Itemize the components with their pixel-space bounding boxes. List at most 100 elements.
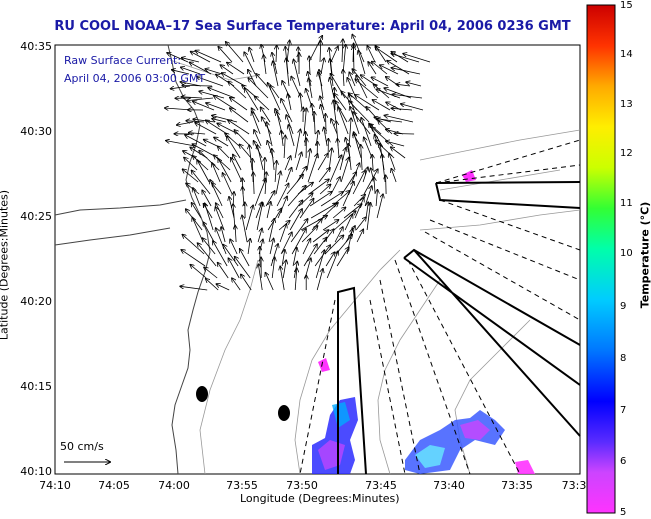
current-vector [276,184,289,207]
current-vector [307,154,318,183]
current-vector [356,229,363,243]
current-vector [361,145,362,171]
current-vector [316,269,323,291]
current-vector [171,85,191,89]
current-vector [355,79,379,99]
current-vector [288,200,302,219]
current-vector [391,68,421,75]
current-vector [313,238,327,255]
current-vector [223,173,233,195]
current-vector [294,129,300,159]
current-vector [172,70,190,75]
current-vector [244,52,256,75]
xtick-label: 73:50 [286,479,318,492]
current-vector [320,192,343,207]
current-vector [310,203,336,219]
current-vector [320,41,321,63]
current-vector [272,149,274,171]
current-vector [286,58,290,87]
current-vector [375,47,398,63]
current-vector [214,137,229,147]
colorbar-tick: 9 [620,301,627,312]
colorbar-tick: 7 [620,405,627,416]
radar-wedges [299,139,581,475]
current-vector [354,132,362,159]
current-vector [317,154,328,171]
current-vector [275,161,277,183]
current-vector [308,179,329,195]
current-vector [334,94,347,111]
current-vector [181,250,206,267]
colorbar-tick: 8 [620,353,627,364]
current-vector [268,83,281,111]
current-vector [221,227,226,243]
current-vector [361,118,372,147]
current-vector [394,134,415,135]
current-vector [182,235,205,255]
current-vector [287,186,306,207]
current-vector [227,63,245,75]
current-vector [282,260,286,279]
current-vectors [165,35,431,291]
colorbar-tick: 6 [620,456,627,467]
ytick-label: 40:20 [20,295,52,308]
current-vector [223,245,239,267]
current-vector [358,51,366,75]
current-vector [266,202,271,219]
current-vector [322,220,338,231]
sst-patches [312,170,535,474]
current-vector [344,214,352,231]
current-vector [202,190,212,207]
current-vector [304,108,306,135]
current-vector [292,248,297,267]
current-vector [212,163,221,183]
current-vector [315,250,324,279]
current-vector [180,286,208,291]
current-vector [205,69,223,75]
current-vector [166,141,196,147]
current-vector [284,136,285,159]
current-vector [182,58,200,63]
current-vector [212,183,222,195]
current-vector [248,78,269,99]
current-vector [270,86,280,99]
xtick-label: 73:55 [226,479,258,492]
current-vector [257,145,264,171]
current-vector [235,226,236,243]
current-vector [187,97,214,101]
x-axis-label: Longitude (Degrees:Minutes) [240,492,400,505]
current-vector [309,192,332,207]
colorbar-tick: 15 [620,0,633,11]
current-vector [342,39,343,63]
current-vector [277,196,287,219]
map-title: RU COOL NOAA–17 Sea Surface Temperature:… [54,19,571,34]
current-vector [309,78,313,99]
xtick-label: 74:05 [98,479,130,492]
current-vector [319,184,331,195]
current-vector [285,168,292,183]
current-vector [228,258,240,279]
ytick-label: 40:25 [20,210,52,223]
current-vector [242,215,248,243]
current-vector [392,94,423,99]
current-vector [240,249,250,267]
xtick-label: 74:10 [39,479,71,492]
colorbar-tick: 12 [620,148,633,159]
current-vector [212,119,227,123]
current-vector [230,239,238,255]
current-vector [239,144,252,159]
current-vector [265,273,274,291]
current-vector [281,250,285,267]
current-vector [181,67,201,75]
current-vector [331,119,338,135]
current-vector [396,84,411,86]
ytick-label: 40:35 [20,40,52,53]
current-vector [353,112,371,135]
current-vector [193,101,215,111]
current-vector [212,116,238,123]
current-vector [216,284,230,291]
current-vector [232,278,241,291]
y-axis-label: Latitude (Degrees:Minutes) [0,189,11,341]
current-vector [198,243,217,267]
current-vector [183,169,199,183]
